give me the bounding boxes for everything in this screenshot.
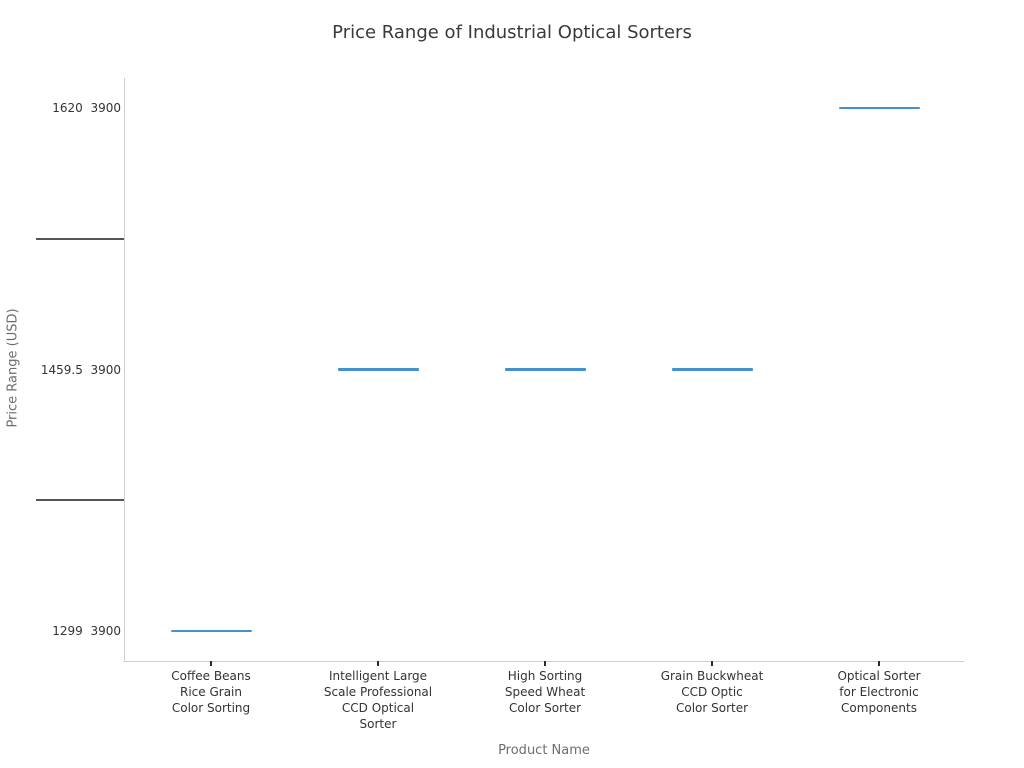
y-tick-label: 1620 3900	[52, 101, 121, 115]
x-tick-mark	[377, 661, 379, 666]
x-tick-label: Intelligent Large Scale Professional CCD…	[323, 669, 433, 731]
y-tick-line	[36, 499, 124, 502]
price-range-segment	[170, 629, 252, 633]
x-tick-mark	[711, 661, 713, 666]
x-tick-label: Coffee Beans Rice Grain Color Sorting	[171, 669, 251, 715]
x-tick-mark	[544, 661, 546, 666]
x-tick-label: High Sorting Speed Wheat Color Sorter	[504, 669, 586, 715]
price-range-segment	[337, 368, 419, 371]
x-tick-mark	[878, 661, 880, 666]
price-range-segment	[671, 368, 753, 371]
x-tick-label: Optical Sorter for Electronic Components	[837, 669, 921, 715]
x-tick-label: Grain Buckwheat CCD Optic Color Sorter	[660, 669, 764, 715]
x-tick-mark	[210, 661, 212, 666]
chart-title: Price Range of Industrial Optical Sorter…	[332, 22, 692, 43]
y-tick-label: 1299 3900	[52, 624, 121, 638]
price-range-segment	[504, 368, 586, 371]
price-range-segment	[838, 106, 920, 110]
y-tick-label: 1459.5 3900	[40, 362, 121, 377]
x-axis-title: Product Name	[498, 743, 590, 758]
y-axis-title: Price Range (USD)	[5, 308, 21, 428]
y-tick-line	[36, 237, 124, 240]
